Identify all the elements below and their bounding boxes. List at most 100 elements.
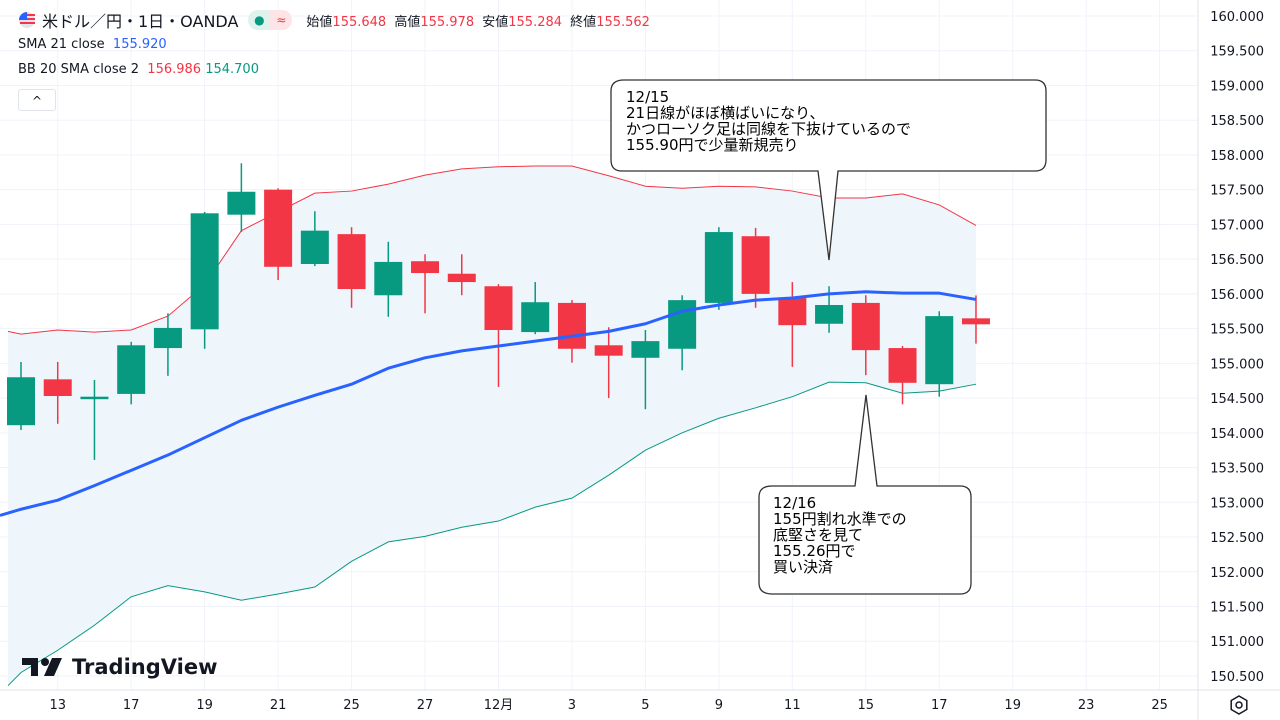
high-value: 155.978	[420, 14, 475, 30]
candles	[7, 163, 990, 460]
candle-body	[925, 316, 954, 385]
candle-body	[594, 345, 623, 356]
time-tick-label: 23	[1078, 698, 1095, 713]
candle	[851, 295, 880, 376]
close-value: 155.562	[596, 14, 650, 30]
sma-legend[interactable]: SMA 21 close 155.920	[18, 32, 650, 57]
time-tick-label: 25	[1151, 698, 1168, 713]
candle-body	[337, 234, 366, 290]
candle-body	[153, 327, 182, 349]
low-value: 155.284	[508, 14, 563, 30]
candle-body	[631, 341, 660, 358]
bollinger-bands	[7, 165, 977, 687]
candle	[153, 313, 182, 376]
candle	[80, 380, 109, 460]
candle-body	[300, 230, 329, 265]
close-label: 終値	[570, 14, 597, 30]
logo-text: TradingView	[72, 655, 218, 679]
ohlc-values: 始値155.648 高値155.978 安値155.284 終値155.562	[302, 11, 650, 30]
chart-legend: 米ドル／円・1日・OANDA ● ≈ 始値155.648 高値155.978 安…	[18, 8, 650, 82]
candle	[7, 361, 35, 431]
price-tick-label: 156.000	[1210, 288, 1264, 303]
candle	[264, 188, 293, 280]
candle	[190, 211, 219, 349]
candle	[704, 227, 733, 310]
candle-body	[117, 345, 146, 394]
candle	[300, 211, 329, 267]
price-tick-label: 154.500	[1210, 392, 1264, 407]
candle-body	[961, 318, 990, 325]
price-tick-label: 155.500	[1210, 323, 1264, 338]
candle	[447, 254, 476, 296]
candle	[374, 241, 403, 317]
price-axis[interactable]: 160.000 159.500 159.000 158.500 158.000 157.5…	[1210, 10, 1264, 685]
candle	[411, 254, 440, 314]
candle-body	[7, 377, 35, 426]
time-tick-label: 19	[1004, 698, 1021, 713]
annotation-text-2: 12/16 155円割れ水準での 底堅さを見て 155.26円で 買い決済	[773, 494, 907, 576]
candle	[925, 311, 954, 397]
price-tick-label: 156.500	[1210, 253, 1264, 268]
candle-body	[374, 261, 403, 296]
time-tick-label: 27	[417, 698, 434, 713]
candle	[888, 345, 917, 405]
time-tick-label: 11	[784, 698, 801, 713]
candle	[521, 282, 550, 335]
candle	[117, 341, 146, 405]
price-tick-label: 153.500	[1210, 462, 1264, 477]
candle-body	[521, 302, 550, 333]
candle	[631, 330, 660, 410]
time-tick-label: 25	[343, 698, 360, 713]
bb-legend[interactable]: BB 20 SMA close 2 156.986 154.700	[18, 57, 650, 82]
bb-upper-value: 156.986	[147, 62, 202, 77]
candle	[43, 361, 72, 424]
candle-body	[227, 191, 256, 215]
time-tick-label: 9	[715, 698, 723, 713]
us-flag-icon	[19, 12, 35, 28]
price-tick-label: 151.500	[1210, 600, 1264, 615]
candle-body	[447, 273, 476, 283]
bb-lower-value: 154.700	[205, 62, 259, 77]
candle	[484, 284, 513, 387]
time-tick-label: 17	[123, 698, 140, 713]
open-value: 155.648	[332, 14, 387, 30]
price-tick-label: 157.500	[1210, 184, 1264, 199]
tradingview-logo[interactable]: TradingView	[22, 655, 217, 679]
price-tick-label: 155.000	[1210, 357, 1264, 372]
candle	[741, 227, 770, 308]
candle	[337, 227, 366, 308]
time-tick-label: 17	[931, 698, 948, 713]
sma-21-line	[0, 290, 977, 517]
high-label: 高値	[394, 14, 421, 30]
candle-body	[264, 189, 293, 267]
candle-body	[411, 261, 440, 274]
low-label: 安値	[482, 14, 509, 30]
time-tick-label: 19	[196, 698, 213, 713]
symbol-title[interactable]: 米ドル／円・1日・OANDA	[42, 12, 239, 31]
time-tick-label: 3	[568, 698, 576, 713]
collapse-legend-button[interactable]: ^	[18, 89, 56, 111]
time-tick-label: 13	[49, 698, 66, 713]
bb-label: BB 20 SMA close 2	[18, 62, 140, 77]
bb-fill	[8, 166, 976, 686]
price-tick-label: 151.000	[1210, 635, 1264, 650]
settings-gear-icon[interactable]	[1228, 694, 1250, 716]
callout-shape-1[interactable]	[610, 79, 1047, 261]
candle-body	[668, 300, 697, 349]
market-open-icon: ●	[248, 10, 271, 30]
candle-body	[888, 348, 917, 383]
callout-shape-2[interactable]	[758, 394, 972, 595]
candle-body	[557, 302, 586, 349]
candle-body	[190, 213, 219, 330]
price-tick-label: 160.000	[1210, 10, 1264, 25]
candle-body	[851, 302, 880, 351]
candle	[557, 300, 586, 363]
market-status[interactable]: ● ≈	[248, 10, 293, 30]
time-axis[interactable]: 13 17 19 21 25 27 12月 3 5 9 11 15 17 19 23 25	[49, 698, 1167, 713]
candle	[227, 163, 256, 233]
candle-body	[704, 232, 733, 303]
price-tick-label: 152.000	[1210, 566, 1264, 581]
price-tick-label: 152.500	[1210, 531, 1264, 546]
candle-body	[43, 379, 72, 397]
